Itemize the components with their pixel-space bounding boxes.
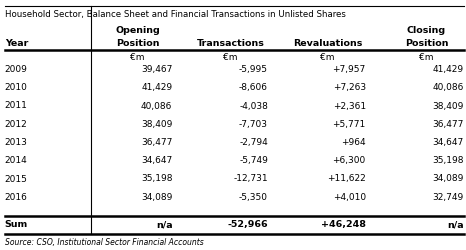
Text: Year: Year — [5, 39, 28, 48]
Text: 40,086: 40,086 — [432, 83, 464, 92]
Text: +5,771: +5,771 — [333, 120, 366, 129]
Text: n/a: n/a — [156, 220, 172, 229]
Text: €m: €m — [130, 52, 145, 62]
Text: 2013: 2013 — [5, 138, 27, 147]
Text: 34,647: 34,647 — [432, 138, 464, 147]
Text: 2015: 2015 — [5, 174, 27, 184]
Text: n/a: n/a — [447, 220, 464, 229]
Text: Revaluations: Revaluations — [293, 39, 362, 48]
Text: 40,086: 40,086 — [141, 102, 172, 110]
Text: 34,089: 34,089 — [141, 193, 172, 202]
Text: Position: Position — [116, 39, 159, 48]
Text: €m: €m — [320, 52, 335, 62]
Text: 38,409: 38,409 — [141, 120, 172, 129]
Text: Sum: Sum — [5, 220, 28, 229]
Text: 2016: 2016 — [5, 193, 27, 202]
Text: +6,300: +6,300 — [333, 156, 366, 165]
Text: €m: €m — [419, 52, 434, 62]
Text: Household Sector, Balance Sheet and Financial Transactions in Unlisted Shares: Household Sector, Balance Sheet and Fina… — [5, 10, 345, 19]
Text: +2,361: +2,361 — [333, 102, 366, 110]
Text: 35,198: 35,198 — [432, 156, 464, 165]
Text: 35,198: 35,198 — [141, 174, 172, 184]
Text: Position: Position — [404, 39, 448, 48]
Text: +46,248: +46,248 — [321, 220, 366, 229]
Text: 32,749: 32,749 — [432, 193, 464, 202]
Text: 36,477: 36,477 — [432, 120, 464, 129]
Text: 34,647: 34,647 — [141, 156, 172, 165]
Text: -5,350: -5,350 — [239, 193, 268, 202]
Text: 38,409: 38,409 — [432, 102, 464, 110]
Text: 2010: 2010 — [5, 83, 27, 92]
Text: Closing: Closing — [407, 26, 446, 35]
Text: 41,429: 41,429 — [432, 65, 464, 74]
Text: +7,263: +7,263 — [333, 83, 366, 92]
Text: Opening: Opening — [115, 26, 160, 35]
Text: -12,731: -12,731 — [233, 174, 268, 184]
Text: €m: €m — [223, 52, 238, 62]
Text: -7,703: -7,703 — [239, 120, 268, 129]
Text: 41,429: 41,429 — [141, 83, 172, 92]
Text: 39,467: 39,467 — [141, 65, 172, 74]
Text: +11,622: +11,622 — [327, 174, 366, 184]
Text: 2014: 2014 — [5, 156, 27, 165]
Text: 36,477: 36,477 — [141, 138, 172, 147]
Text: Source: CSO, Institutional Sector Financial Accounts: Source: CSO, Institutional Sector Financ… — [5, 238, 204, 246]
Text: Transactions: Transactions — [197, 39, 265, 48]
Text: 2009: 2009 — [5, 65, 27, 74]
Text: -5,995: -5,995 — [239, 65, 268, 74]
Text: 2011: 2011 — [5, 102, 27, 110]
Text: +964: +964 — [341, 138, 366, 147]
Text: 34,089: 34,089 — [432, 174, 464, 184]
Text: 2012: 2012 — [5, 120, 27, 129]
Text: -4,038: -4,038 — [239, 102, 268, 110]
Text: -2,794: -2,794 — [239, 138, 268, 147]
Text: -52,966: -52,966 — [227, 220, 268, 229]
Text: -5,749: -5,749 — [239, 156, 268, 165]
Text: +7,957: +7,957 — [333, 65, 366, 74]
Text: +4,010: +4,010 — [333, 193, 366, 202]
Text: -8,606: -8,606 — [239, 83, 268, 92]
